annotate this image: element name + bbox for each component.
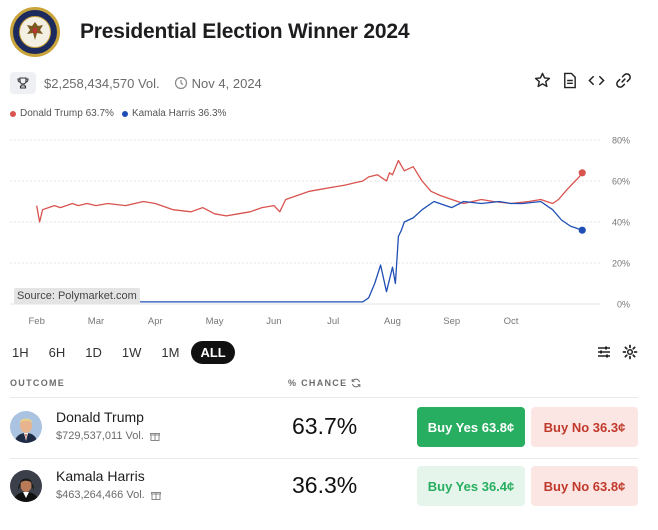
y-tick-label: 20%	[612, 259, 630, 269]
series-endpoint-harris	[578, 226, 586, 234]
buy-yes-button[interactable]: Buy Yes 36.4¢	[417, 466, 525, 506]
refresh-icon[interactable]	[351, 378, 361, 388]
avatar-trump	[10, 411, 42, 443]
series-line-harris	[36, 200, 583, 303]
outcome-row-harris[interactable]: Kamala Harris $463,264,466 Vol. 36.3% Bu…	[10, 462, 640, 514]
range-1h[interactable]: 1H	[12, 344, 29, 360]
x-tick-label: Oct	[504, 316, 519, 327]
clock-icon	[174, 76, 187, 90]
price-history-chart[interactable]: 80% 60% 40% 20% 0% Feb Mar Apr May Jun Jul Aug Sep Oc…	[10, 128, 650, 328]
embed-code-icon[interactable]	[588, 72, 605, 89]
legend-item-harris: Kamala Harris 36.3%	[121, 108, 227, 119]
legend-label-trump: Donald Trump 63.7%	[20, 108, 114, 119]
market-volume: $2,258,434,570 Vol.	[44, 75, 160, 91]
document-icon[interactable]	[561, 72, 578, 89]
page-title: Presidential Election Winner 2024	[80, 20, 410, 43]
col-chance-label: % CHANCE	[288, 378, 348, 388]
y-tick-label: 40%	[612, 218, 630, 228]
market-end-date: Nov 4, 2024	[191, 75, 262, 91]
divider	[10, 397, 638, 398]
sliders-icon[interactable]	[596, 344, 612, 360]
outcomes-table-header: OUTCOME % CHANCE	[10, 374, 640, 394]
range-6h[interactable]: 6H	[48, 344, 66, 360]
settings-gear-icon[interactable]	[622, 344, 638, 360]
y-tick-label: 0%	[617, 300, 630, 310]
range-all[interactable]: ALL	[191, 340, 235, 364]
chart-legend: Donald Trump 63.7% Kamala Harris 36.3%	[10, 108, 234, 119]
x-tick-label: Aug	[384, 316, 401, 327]
buy-yes-button[interactable]: Buy Yes 63.8¢	[417, 407, 525, 447]
legend-label-harris: Kamala Harris 36.3%	[131, 108, 227, 119]
divider	[10, 458, 638, 459]
x-tick-label: May	[206, 316, 224, 327]
x-tick-label: Sep	[443, 316, 460, 327]
market-header: Presidential Election Winner 2024	[10, 7, 650, 57]
outcome-volume: $463,264,466 Vol.	[56, 489, 145, 501]
outcome-name: Kamala Harris	[56, 468, 145, 484]
x-tick-label: Feb	[28, 316, 44, 327]
series-endpoint-trump	[578, 169, 586, 177]
gift-icon	[149, 433, 160, 441]
range-1m[interactable]: 1M	[161, 344, 180, 360]
outcome-name: Donald Trump	[56, 409, 144, 425]
trophy-icon	[10, 72, 36, 94]
buy-no-button[interactable]: Buy No 36.3¢	[531, 407, 638, 447]
link-icon[interactable]	[615, 72, 632, 89]
avatar-harris	[10, 470, 42, 502]
outcome-chance: 36.3%	[292, 472, 358, 498]
gift-icon	[150, 492, 161, 500]
col-chance: % CHANCE	[288, 378, 361, 388]
y-tick-label: 60%	[612, 177, 630, 187]
series-line-trump	[36, 159, 583, 223]
legend-item-trump: Donald Trump 63.7%	[10, 108, 114, 119]
star-icon[interactable]	[534, 72, 551, 89]
outcome-row-trump[interactable]: Donald Trump $729,537,011 Vol. 63.7% Buy…	[10, 403, 640, 455]
buy-no-button[interactable]: Buy No 63.8¢	[531, 466, 638, 506]
col-outcome: OUTCOME	[10, 378, 66, 388]
outcome-volume: $729,537,011 Vol.	[56, 430, 144, 442]
x-tick-label: Jun	[266, 316, 281, 327]
chart-source: Source: Polymarket.com	[14, 288, 140, 304]
x-tick-label: Apr	[148, 316, 163, 327]
presidential-seal-logo	[10, 7, 60, 57]
time-range-selector: 1H 6H 1D 1W 1M ALL	[10, 340, 650, 364]
x-tick-label: Jul	[327, 316, 339, 327]
y-tick-label: 80%	[612, 136, 630, 146]
outcome-chance: 63.7%	[292, 413, 358, 439]
range-1w[interactable]: 1W	[121, 344, 142, 360]
x-tick-label: Mar	[88, 316, 104, 327]
range-1d[interactable]: 1D	[85, 344, 102, 360]
market-meta: $2,258,434,570 Vol. Nov 4, 2024	[10, 72, 650, 94]
